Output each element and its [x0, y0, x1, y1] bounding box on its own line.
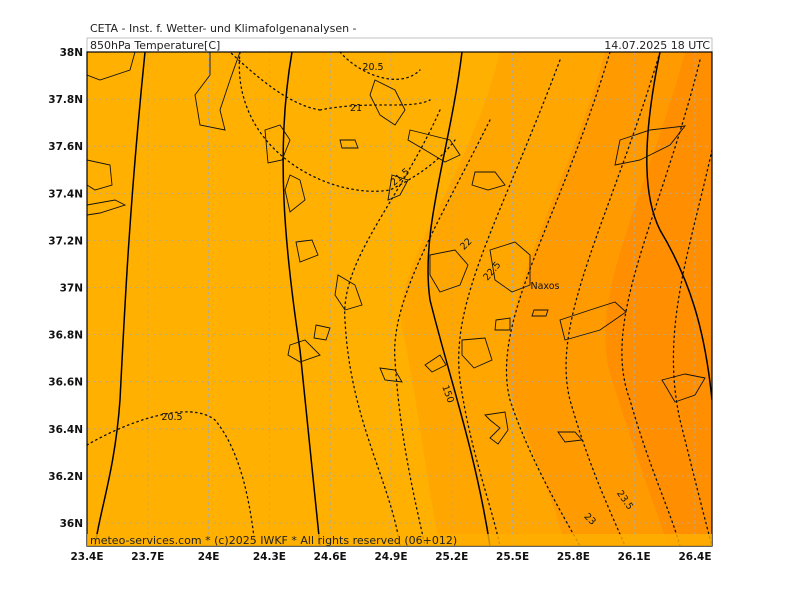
lon-label: 25.5E: [496, 551, 529, 563]
lat-label: 36.8N: [48, 330, 83, 342]
lon-label: 26.1E: [618, 551, 651, 563]
footer-text: meteo-services.com * (c)2025 IWKF * All …: [90, 534, 457, 547]
lat-label: 37.6N: [48, 141, 83, 153]
contour-label: 20.5: [362, 62, 383, 73]
lon-label: 24E: [198, 551, 220, 563]
contour-label: 20.5: [161, 412, 182, 423]
lat-label: 37N: [60, 283, 83, 295]
lon-label: 24.6E: [314, 551, 347, 563]
valid-time: 14.07.2025 18 UTC: [604, 39, 710, 52]
field-name: 850hPa Temperature[C]: [90, 39, 220, 52]
geopotential-lines: [94, 52, 712, 546]
lat-label: 37.2N: [48, 235, 83, 247]
lon-label: 26.4E: [678, 551, 711, 563]
header-title: CETA - Inst. f. Wetter- und Klimafolgena…: [90, 22, 357, 35]
lon-label: 24.3E: [253, 551, 286, 563]
lon-label: 23.4E: [70, 551, 103, 563]
lat-label: 36.6N: [48, 377, 83, 389]
temp-band: [605, 52, 712, 546]
lon-label: 25.2E: [435, 551, 468, 563]
lat-label: 38N: [60, 47, 83, 59]
lat-label: 36.4N: [48, 424, 83, 436]
lat-label: 37.8N: [48, 94, 83, 106]
footer-bar: [87, 534, 712, 546]
place-label: Naxos: [530, 281, 559, 292]
lon-label: 23.7E: [131, 551, 164, 563]
lon-label: 24.9E: [374, 551, 407, 563]
lat-label: 37.4N: [48, 188, 83, 200]
contour-label: 21: [350, 103, 362, 114]
lon-label: 25.8E: [557, 551, 590, 563]
lat-label: 36N: [60, 518, 83, 530]
coastlines: [87, 52, 706, 445]
lat-label: 36.2N: [48, 471, 83, 483]
isotherms: [87, 52, 712, 546]
